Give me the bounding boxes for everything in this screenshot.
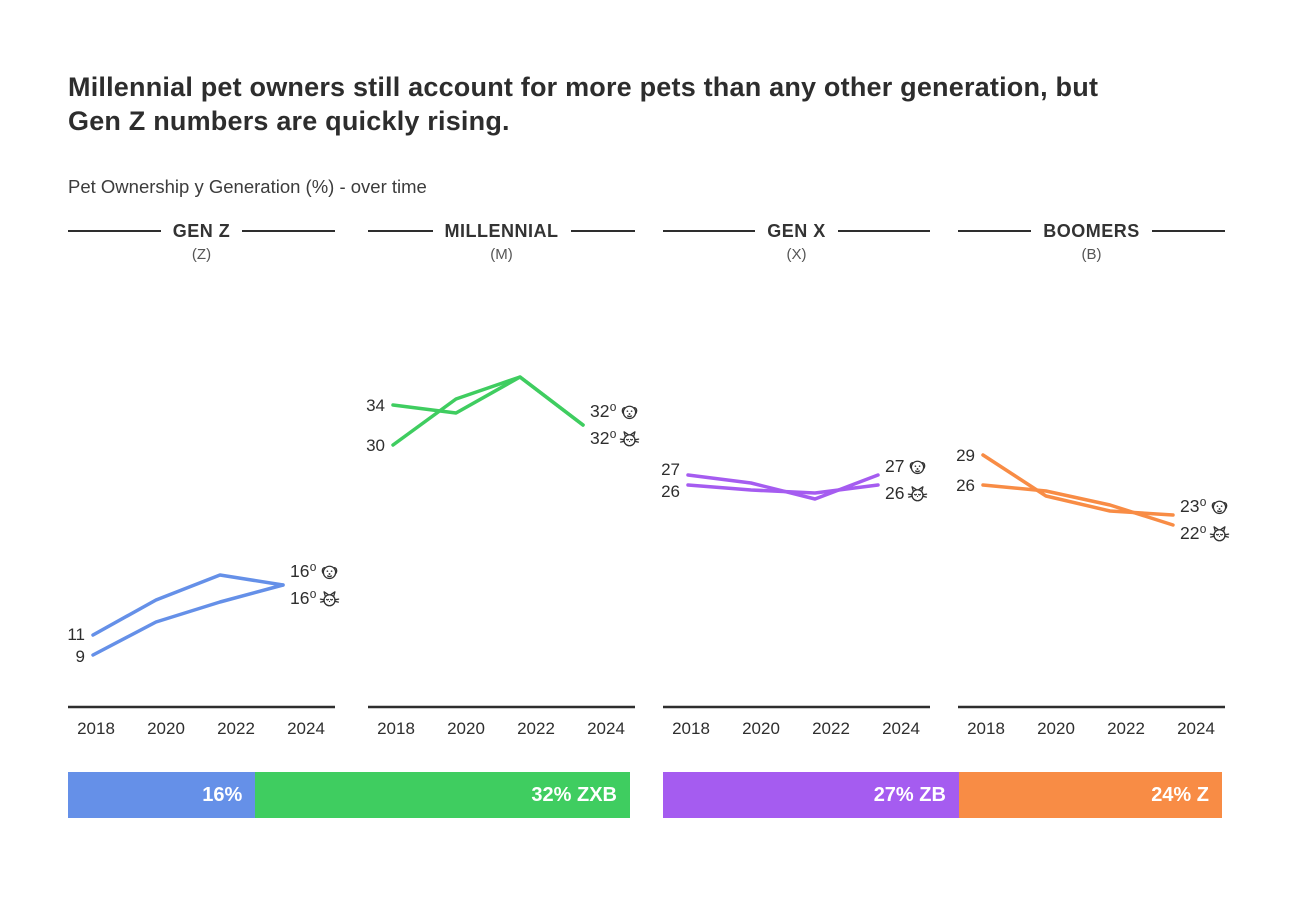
- end-value-label: 32⁰: [590, 401, 617, 421]
- chart-title: Millennial pet owners still account for …: [68, 72, 1099, 136]
- x-tick-label: 2020: [1037, 719, 1075, 738]
- cat-face-icon: [907, 483, 928, 504]
- x-tick-label: 2018: [377, 719, 415, 738]
- bar-label: 32% ZXB: [531, 783, 617, 806]
- panel-code-label: (M): [490, 246, 513, 263]
- header-rule: [68, 229, 161, 233]
- end-value-label: 16⁰: [290, 588, 317, 608]
- header-rule: [837, 229, 931, 233]
- summary-bar-boomers: 24% Z: [958, 772, 1222, 818]
- end-value-label: 16⁰: [290, 561, 317, 581]
- header-rule: [368, 229, 433, 233]
- x-tick-label: 2024: [882, 719, 920, 738]
- x-tick-label: 2018: [672, 719, 710, 738]
- x-tick-label: 2022: [217, 719, 255, 738]
- panel-gen-x: GEN X (X) 2018 2020 2022 2024 27 26 27 26: [661, 218, 931, 753]
- x-tick-label: 2024: [287, 719, 325, 738]
- end-label-cat: 22⁰: [1180, 522, 1230, 546]
- dog-face-icon: [619, 401, 640, 422]
- cat-face-icon: [619, 428, 640, 449]
- panel-title: MILLENNIAL: [444, 220, 559, 241]
- summary-bar-gen-x: 27% ZB: [663, 772, 959, 818]
- x-tick-label: 2020: [147, 719, 185, 738]
- line-series-cat: [981, 483, 1175, 527]
- panel-gen-z: GEN Z (Z) 2018 2020 2022 2024 11 9 16⁰ 16⁰: [67, 218, 336, 753]
- start-value-label-cat: 30: [366, 436, 385, 455]
- end-value-label: 22⁰: [1180, 523, 1207, 543]
- end-label-dog: 27: [885, 455, 928, 479]
- cat-face-icon: [1209, 523, 1230, 544]
- x-tick-label: 2024: [587, 719, 625, 738]
- end-value-label: 26: [885, 483, 905, 503]
- line-series-cat: [686, 483, 880, 495]
- x-tick-label: 2022: [812, 719, 850, 738]
- end-label-cat: 26: [885, 482, 928, 506]
- dog-face-icon: [1209, 496, 1230, 517]
- start-value-label-cat: 26: [661, 482, 680, 501]
- chart-subtitle: Pet Ownership y Generation (%) - over ti…: [68, 176, 427, 197]
- panel-millennial: MILLENNIAL (M) 2018 2020 2022 2024 34 30 32⁰ 32⁰: [366, 218, 636, 753]
- x-tick-label: 2022: [517, 719, 555, 738]
- header-rule: [663, 229, 756, 233]
- header-rule: [570, 229, 636, 233]
- bar-label: 24% Z: [1151, 783, 1209, 806]
- x-tick-label: 2020: [742, 719, 780, 738]
- panel-header: BOOMERS: [958, 218, 1226, 244]
- end-label-cat: 16⁰: [290, 587, 340, 611]
- start-value-label-dog: 34: [366, 396, 385, 415]
- cat-face-icon: [319, 588, 340, 609]
- end-value-label: 23⁰: [1180, 496, 1207, 516]
- panel-title: BOOMERS: [1043, 220, 1140, 241]
- summary-bar-millennial: 32% ZXB: [255, 772, 630, 818]
- line-series-dog: [91, 573, 285, 637]
- bar-label: 16%: [202, 783, 243, 806]
- header-rule: [242, 229, 336, 233]
- end-label-dog: 23⁰: [1180, 495, 1230, 519]
- start-value-label-dog: 11: [67, 625, 85, 644]
- header-rule: [958, 229, 1032, 233]
- x-tick-label: 2020: [447, 719, 485, 738]
- summary-bar-group: 27% ZB 24% Z: [663, 772, 1222, 818]
- panel-title: GEN X: [767, 220, 826, 241]
- panel-boomers: BOOMERS (B) 2018 2020 2022 2024 29 26 23⁰ 22⁰: [956, 218, 1226, 753]
- line-series-cat: [91, 583, 285, 657]
- panel-header: GEN Z: [68, 218, 336, 244]
- summary-bar-group: 16% 32% ZXB: [68, 772, 630, 818]
- x-tick-label: 2024: [1177, 719, 1215, 738]
- start-value-label-cat: 9: [76, 647, 85, 666]
- end-label-dog: 32⁰: [590, 400, 640, 424]
- panel-header: MILLENNIAL: [368, 218, 636, 244]
- start-value-label-dog: 29: [956, 446, 975, 465]
- panel-plot: 2018 2020 2022 2024 11 9: [67, 573, 335, 738]
- dog-face-icon: [319, 561, 340, 582]
- line-series-dog: [981, 453, 1175, 517]
- start-value-label-cat: 26: [956, 476, 975, 495]
- panel-code-label: (X): [786, 246, 807, 263]
- end-label-dog: 16⁰: [290, 560, 340, 584]
- panel-plot: 2018 2020 2022 2024 29 26: [956, 446, 1225, 738]
- panel-code-label: (Z): [191, 246, 212, 263]
- end-value-label: 32⁰: [590, 428, 617, 448]
- panel-code-label: (B): [1081, 246, 1102, 263]
- panel-title: GEN Z: [172, 220, 231, 241]
- x-tick-label: 2018: [967, 719, 1005, 738]
- x-tick-label: 2018: [77, 719, 115, 738]
- dog-face-icon: [907, 456, 928, 477]
- header-rule: [1151, 229, 1226, 233]
- x-tick-label: 2022: [1107, 719, 1145, 738]
- line-series-dog: [391, 375, 585, 427]
- panel-plot: 2018 2020 2022 2024 34 30: [366, 375, 635, 738]
- panel-header: GEN X: [663, 218, 931, 244]
- end-label-cat: 32⁰: [590, 427, 640, 451]
- panel-plot: 2018 2020 2022 2024 27 26: [661, 460, 930, 738]
- line-series-cat: [391, 375, 585, 447]
- start-value-label-dog: 27: [661, 460, 680, 479]
- summary-bar-gen-z: 16%: [68, 772, 256, 818]
- end-value-label: 27: [885, 456, 905, 476]
- bar-label: 27% ZB: [873, 783, 946, 806]
